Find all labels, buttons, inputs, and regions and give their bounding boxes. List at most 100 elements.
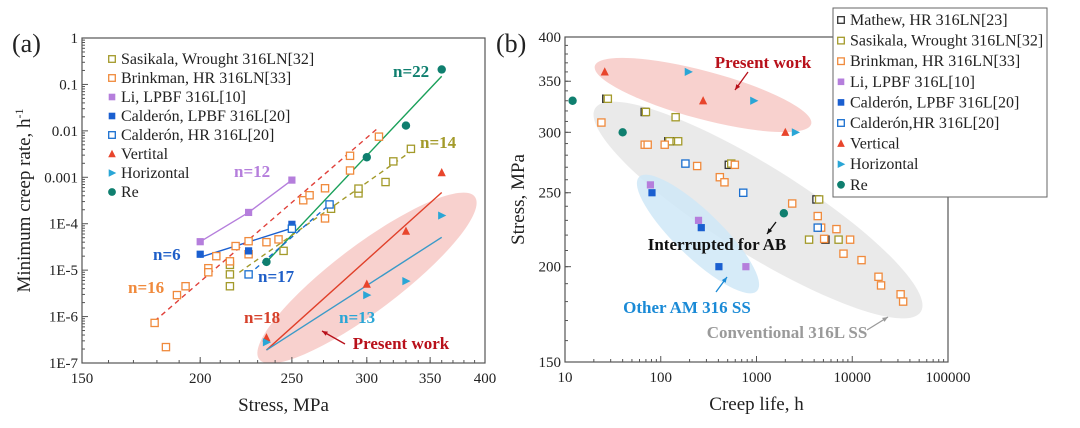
data-point [262,237,271,247]
series-8 [568,96,789,218]
legend: Sasikala, Wrought 316LN[32] Brinkman, HR … [108,51,314,201]
data-point [742,263,750,271]
fit-label: n=22 [393,62,429,81]
annotation-arrow-head [721,277,727,283]
legend: Mathew, HR 316LN[23] Sasikala, Wrought 31… [832,7,1048,198]
data-point [363,291,372,300]
x-tick-label: 350 [419,371,442,387]
x-tick-label: 150 [71,371,94,387]
data-point [262,257,271,267]
data-point [715,263,723,271]
data-point [874,272,883,282]
legend-label: Re [121,184,139,201]
legend-item: Re [108,184,139,201]
data-point [648,189,656,197]
x-tick-label: 400 [474,371,497,387]
series-5 [681,159,822,232]
annotation-text: Present work [715,53,812,72]
data-point [401,226,411,235]
fit-label: n=17 [258,267,295,286]
series-2 [597,118,908,306]
fit-line-n=16 [154,126,380,322]
plot-frame [81,37,486,364]
data-point [646,181,655,189]
legend-label: Horizontal [121,165,190,182]
data-point [779,209,789,218]
data-point [196,250,204,258]
data-point [857,255,866,265]
legend-label: Sasikala, Wrought 316LN[32] [850,33,1043,50]
fit-label: n=14 [420,133,457,152]
data-point [362,279,371,288]
legend-item: Brinkman, HR 316LN[33] [837,53,1020,70]
ticks: 150 200 250 300 350 400 1E-7 1E-6 1E-5 1E-4 0.001 0… [44,31,496,387]
data-point [345,166,355,175]
data-point [325,200,334,209]
y-tick-label: 1E-4 [49,217,79,233]
fit-line-n=14 [238,150,412,273]
data-point [298,196,308,205]
data-point [345,151,355,161]
highlight-present_work [594,57,812,133]
data-point [618,128,627,137]
data-point [813,211,822,221]
series-4 [244,200,334,279]
legend-frame [832,7,1048,198]
series-6 [600,67,790,136]
data-point [204,268,213,277]
annotation-text: Other AM 316 SS [623,298,751,317]
series-3 [196,220,296,258]
data-point [898,297,908,306]
x-axis-label: Stress, MPa [238,395,329,416]
y-tick-label: 1E-5 [49,263,78,279]
legend-item: Sasikala, Wrought 316LN[32] [108,51,314,68]
data-point [244,247,253,255]
panel-a: 150 200 250 300 350 400 1E-7 1E-6 1E-5 1E-4 0.001 0… [12,29,496,416]
data-point [715,172,725,182]
data-point [181,281,190,291]
data-point [600,67,609,76]
annotation-arrow-head [882,317,888,322]
data-point [389,157,398,166]
fit-label: n=18 [244,308,280,327]
annotation-arrow-head [767,228,773,234]
data-point [738,188,748,197]
data-point [225,270,235,279]
legend-item: Sasikala, Wrought 316LN[32] [837,33,1043,50]
data-point [406,144,416,154]
highlight-regions [593,57,923,319]
legend-marker [108,112,116,120]
y-axis-label: Minimum creep rate, h-1 [12,108,35,292]
data-point [603,94,613,103]
legend-marker [108,131,116,139]
data-point [212,251,221,261]
data-point [896,290,905,299]
annotation-arrow-head [322,331,328,336]
legend-item: Brinkman, HR 316LN[33] [108,70,291,87]
data-point [244,208,253,217]
annotation-text: Interrupted for AB [648,235,787,254]
legend-label: Calderón,HR 316L[20] [850,115,999,132]
y-tick-label: 1 [71,31,79,47]
data-point [401,121,411,130]
x-axis-label: Creep life, h [709,394,804,415]
data-point [161,342,171,352]
x-tick-label: 1000 [742,370,772,386]
panel-b: 10 100 1000 10000 100000 150 200 250 300 350 400 Cr… [496,7,1048,415]
y-tick-label: 0.001 [44,170,78,186]
fit-line-n=13 [266,236,443,351]
legend-item: Calderón,HR 316L[20] [837,115,999,132]
series-6 [262,211,447,347]
y-tick-label: 1E-7 [49,356,79,372]
data-point [279,246,288,256]
data-point [320,184,330,193]
y-axis-label-text: Minimum creep rate, h [14,118,35,293]
data-point [381,177,390,187]
y-axis-label-text: Stress, MPa [508,154,529,245]
data-point [244,270,253,279]
data-point [876,281,886,290]
legend-marker [837,180,845,189]
data-point [787,199,797,208]
fit-line-n=17 [248,203,331,276]
